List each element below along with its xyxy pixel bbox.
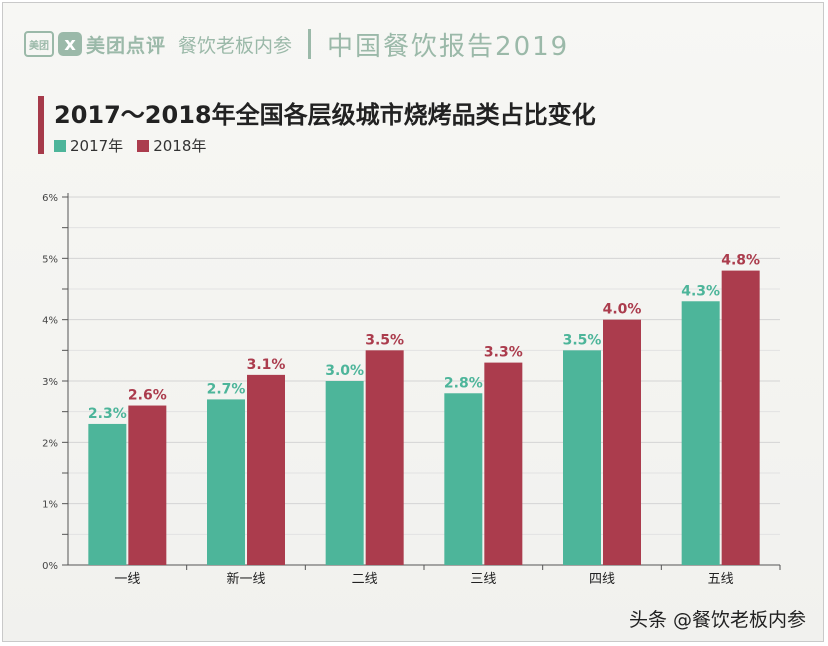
- bar-2018: [247, 374, 285, 565]
- data-label-2017: 2.3%: [88, 406, 127, 422]
- bar-2018: [603, 319, 641, 565]
- legend-item-2017: 2017年: [54, 135, 123, 156]
- data-label-2018: 4.0%: [603, 302, 642, 318]
- x-category-label: 三线: [470, 572, 496, 587]
- bar-2018: [721, 270, 760, 565]
- data-label-2018: 2.6%: [128, 388, 167, 404]
- data-label-2018: 4.8%: [721, 253, 760, 269]
- bar-2018: [484, 362, 523, 565]
- data-label-2018: 3.5%: [365, 332, 404, 348]
- legend-label-2018: 2018年: [153, 137, 207, 155]
- x-category-label: 一线: [114, 572, 140, 587]
- x-category-label: 四线: [589, 572, 615, 587]
- bar-2017: [681, 301, 720, 565]
- data-label-2018: 3.3%: [484, 345, 523, 361]
- bar-2017: [444, 393, 483, 565]
- sub-brand-name: 餐饮老板内参: [178, 34, 293, 57]
- report-title: 中国餐饮报告2019: [327, 31, 570, 62]
- bar-2017: [325, 381, 364, 565]
- data-label-2017: 2.7%: [207, 381, 246, 397]
- bar-2017: [88, 423, 127, 565]
- bar-2017: [563, 350, 601, 565]
- legend-swatch-2017: [54, 139, 66, 152]
- data-label-2017: 3.0%: [325, 363, 364, 379]
- header-divider: [308, 29, 312, 59]
- bar-2017: [207, 399, 245, 565]
- title-accent-bar: [38, 96, 44, 154]
- bar-layer: [88, 270, 760, 565]
- y-tick-label: 2%: [42, 438, 58, 449]
- legend-label-2017: 2017年: [70, 137, 124, 155]
- x-category-label: 新一线: [226, 571, 265, 587]
- chart-title: 2017～2018年全国各层级城市烧烤品类占比变化: [54, 101, 596, 129]
- brand-name: 美团点评: [86, 34, 167, 57]
- y-tick-label: 5%: [42, 254, 58, 265]
- chart-legend: 2017年 2018年: [54, 135, 220, 156]
- dianping-logo-icon: ⅹ: [58, 32, 82, 56]
- legend-swatch-2018: [137, 139, 150, 152]
- y-tick-label: 3%: [42, 377, 58, 388]
- x-category-label: 二线: [352, 572, 378, 587]
- legend-item-2018: 2018年: [137, 135, 206, 156]
- x-category-label: 五线: [708, 572, 734, 587]
- meituan-logo-icon: 美团: [24, 31, 54, 57]
- label-layer: 2.3%2.6%一线2.7%3.1%新一线3.0%3.5%二线2.8%3.3%三…: [88, 253, 760, 587]
- y-tick-label: 0%: [42, 561, 58, 572]
- bar-2018: [128, 405, 167, 565]
- data-label-2017: 4.3%: [681, 283, 720, 299]
- data-label-2018: 3.1%: [247, 357, 286, 373]
- grid-layer: [68, 196, 780, 566]
- bar-2018: [365, 350, 404, 565]
- axis-layer: 0% 1% 2% 3% 4% 5% 6%: [42, 193, 781, 572]
- y-tick-label: 1%: [42, 500, 58, 511]
- data-label-2017: 2.8%: [444, 375, 483, 391]
- data-label-2017: 3.5%: [563, 332, 602, 348]
- y-tick-label: 4%: [42, 316, 58, 327]
- watermark: 头条 @餐饮老板内参: [628, 609, 806, 631]
- report-header: 美团 ⅹ 美团点评 餐饮老板内参 中国餐饮报告2019: [24, 26, 569, 62]
- y-tick-label: 6%: [42, 193, 58, 204]
